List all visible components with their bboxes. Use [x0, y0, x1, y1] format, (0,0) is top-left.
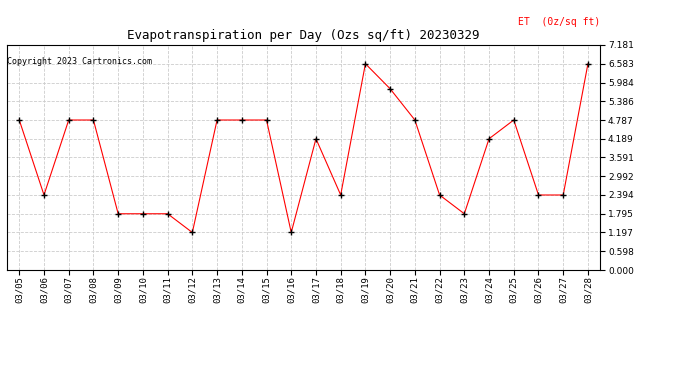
- Text: Copyright 2023 Cartronics.com: Copyright 2023 Cartronics.com: [7, 57, 152, 66]
- Title: Evapotranspiration per Day (Ozs sq/ft) 20230329: Evapotranspiration per Day (Ozs sq/ft) 2…: [128, 30, 480, 42]
- Text: ET  (0z/sq ft): ET (0z/sq ft): [518, 17, 600, 27]
